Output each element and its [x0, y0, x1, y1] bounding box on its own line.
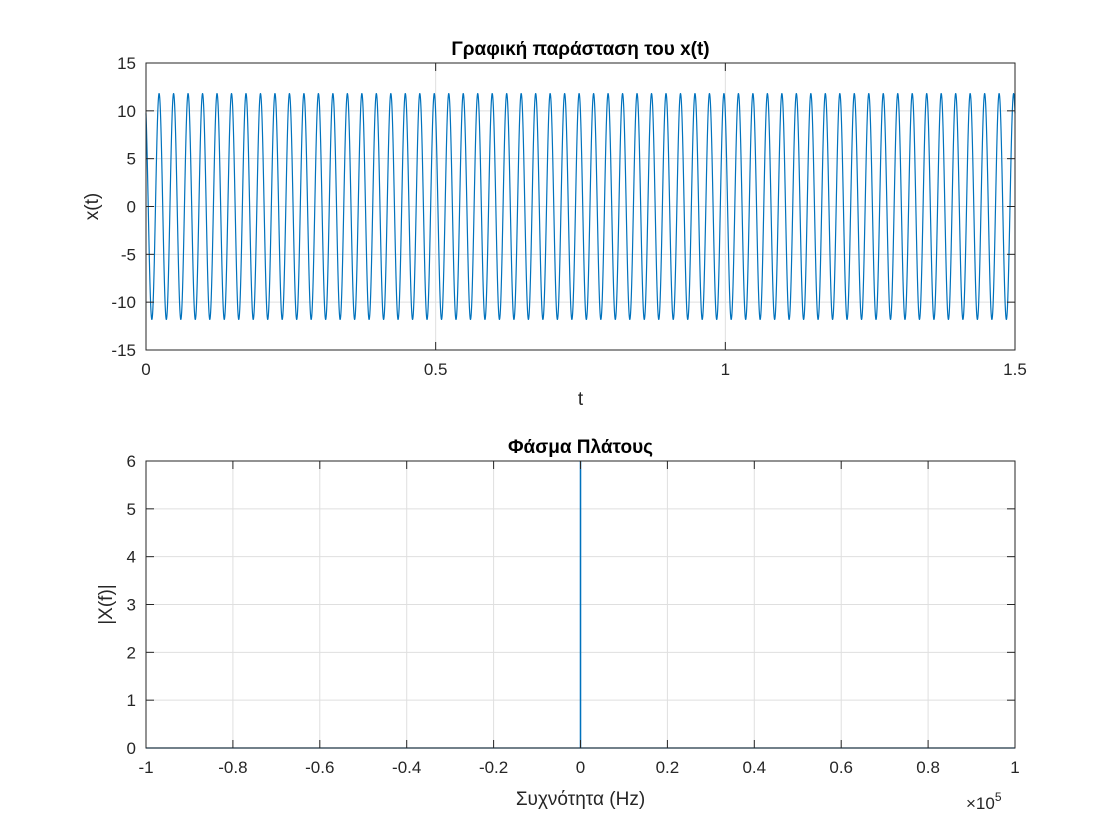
spectrum-x-tick-label: 0.6 — [829, 758, 853, 777]
spectrum-y-axis-label: |X(f)| — [96, 584, 117, 624]
time-y-tick-label: -10 — [111, 293, 136, 312]
spectrum-x-axis-label: Συχνότητα (Hz) — [516, 789, 645, 810]
time-y-tick-label: -15 — [111, 341, 136, 360]
time-x-tick-label: 0.5 — [424, 360, 448, 379]
time-x-tick-label: 0 — [141, 360, 150, 379]
time-y-tick-label: 0 — [127, 198, 136, 217]
time-x-tick-label: 1.5 — [1003, 360, 1027, 379]
time-y-tick-label: -5 — [121, 245, 136, 264]
spectrum-y-tick-label: 5 — [127, 500, 136, 519]
spectrum-x-tick-label: -0.4 — [392, 758, 421, 777]
time-plot-title: Γραφική παράσταση του x(t) — [451, 39, 709, 60]
time-y-axis-label: x(t) — [82, 193, 103, 220]
spectrum-x-tick-label: -0.6 — [305, 758, 334, 777]
spectrum-x-tick-label: -0.2 — [479, 758, 508, 777]
exponent-power: 5 — [995, 790, 1002, 804]
spectrum-x-tick-label: 0.2 — [656, 758, 680, 777]
spectrum-y-tick-label: 0 — [127, 739, 136, 758]
spectrum-plot-title: Φάσμα Πλάτους — [508, 437, 653, 458]
spectrum-x-tick-label: -1 — [138, 758, 153, 777]
exponent-base: ×10 — [966, 794, 995, 813]
spectrum-y-tick-label: 4 — [127, 548, 136, 567]
time-y-tick-label: 15 — [117, 54, 136, 73]
time-x-axis-label: t — [578, 389, 584, 410]
spectrum-y-tick-label: 3 — [127, 596, 136, 615]
time-y-tick-label: 5 — [127, 150, 136, 169]
spectrum-y-tick-label: 1 — [127, 691, 136, 710]
time-y-tick-label: 10 — [117, 102, 136, 121]
spectrum-x-tick-label: 0.8 — [916, 758, 940, 777]
spectrum-y-tick-label: 2 — [127, 643, 136, 662]
spectrum-y-tick-label: 6 — [127, 452, 136, 471]
spectrum-x-tick-label: 1 — [1010, 758, 1019, 777]
spectrum-x-tick-label: 0 — [576, 758, 585, 777]
time-x-tick-label: 1 — [721, 360, 730, 379]
spectrum-x-tick-label: -0.8 — [218, 758, 247, 777]
spectrum-x-tick-label: 0.4 — [742, 758, 766, 777]
